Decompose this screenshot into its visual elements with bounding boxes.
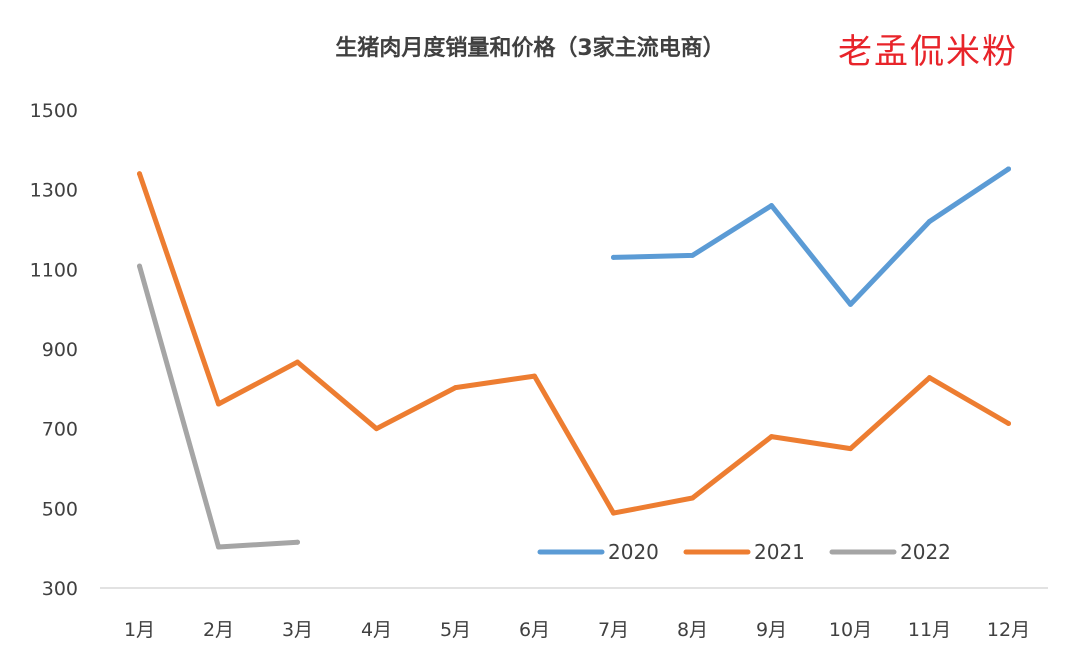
x-tick-label: 5月 (440, 619, 471, 641)
chart-title: 生猪肉月度销量和价格（3家主流电商） (335, 36, 725, 61)
x-tick-label: 1月 (124, 619, 155, 641)
x-tick-label: 11月 (908, 619, 951, 641)
x-tick-label: 3月 (282, 619, 313, 641)
data-point-2020 (848, 301, 853, 307)
x-tick-label: 9月 (756, 619, 787, 641)
series-lines (137, 166, 1011, 550)
data-point-2021 (216, 401, 221, 407)
data-point-2021 (1006, 420, 1011, 426)
legend: 2020 2021 2022 (537, 540, 951, 564)
x-tick-label: 8月 (677, 619, 708, 641)
x-tick-label: 12月 (987, 619, 1030, 641)
x-tick-label: 6月 (519, 619, 550, 641)
legend-label-2022: 2022 (900, 540, 951, 564)
series-line-2022 (137, 263, 300, 550)
x-tick-label: 2月 (203, 619, 234, 641)
legend-label-2021: 2021 (754, 540, 805, 564)
series-line-2021 (137, 171, 1011, 516)
data-point-2022 (137, 263, 142, 269)
data-point-2021 (927, 375, 932, 381)
y-tick-label: 1300 (30, 180, 78, 202)
data-point-2021 (769, 434, 774, 440)
data-point-2022 (216, 544, 221, 550)
data-point-2020 (611, 254, 616, 260)
data-point-2021 (137, 171, 142, 177)
data-point-2021 (453, 385, 458, 391)
x-tick-label: 7月 (598, 619, 629, 641)
series-line-2020 (611, 166, 1011, 307)
watermark-text: 老孟侃米粉 (838, 32, 1018, 72)
y-tick-label: 900 (42, 339, 78, 361)
data-point-2020 (927, 219, 932, 225)
y-tick-label: 700 (42, 419, 78, 441)
x-tick-label: 10月 (829, 619, 872, 641)
y-tick-label: 1500 (30, 100, 78, 122)
axes: 300 500 700 900 1100 1300 1500 1月 2月 3月 4月 5月 6月 7月 8月… (30, 100, 1048, 641)
data-point-2021 (532, 373, 537, 379)
data-point-2020 (690, 252, 695, 258)
y-tick-label: 300 (42, 578, 78, 600)
data-point-2021 (848, 446, 853, 452)
data-point-2021 (374, 426, 379, 432)
data-point-2020 (769, 203, 774, 209)
data-point-2021 (611, 510, 616, 516)
x-tick-label: 4月 (361, 619, 392, 641)
legend-label-2020: 2020 (608, 540, 659, 564)
y-tick-label: 500 (42, 498, 78, 520)
data-point-2020 (1006, 166, 1011, 172)
data-point-2022 (295, 539, 300, 545)
data-point-2021 (295, 359, 300, 365)
y-tick-label: 1100 (30, 259, 78, 281)
data-point-2021 (690, 495, 695, 501)
